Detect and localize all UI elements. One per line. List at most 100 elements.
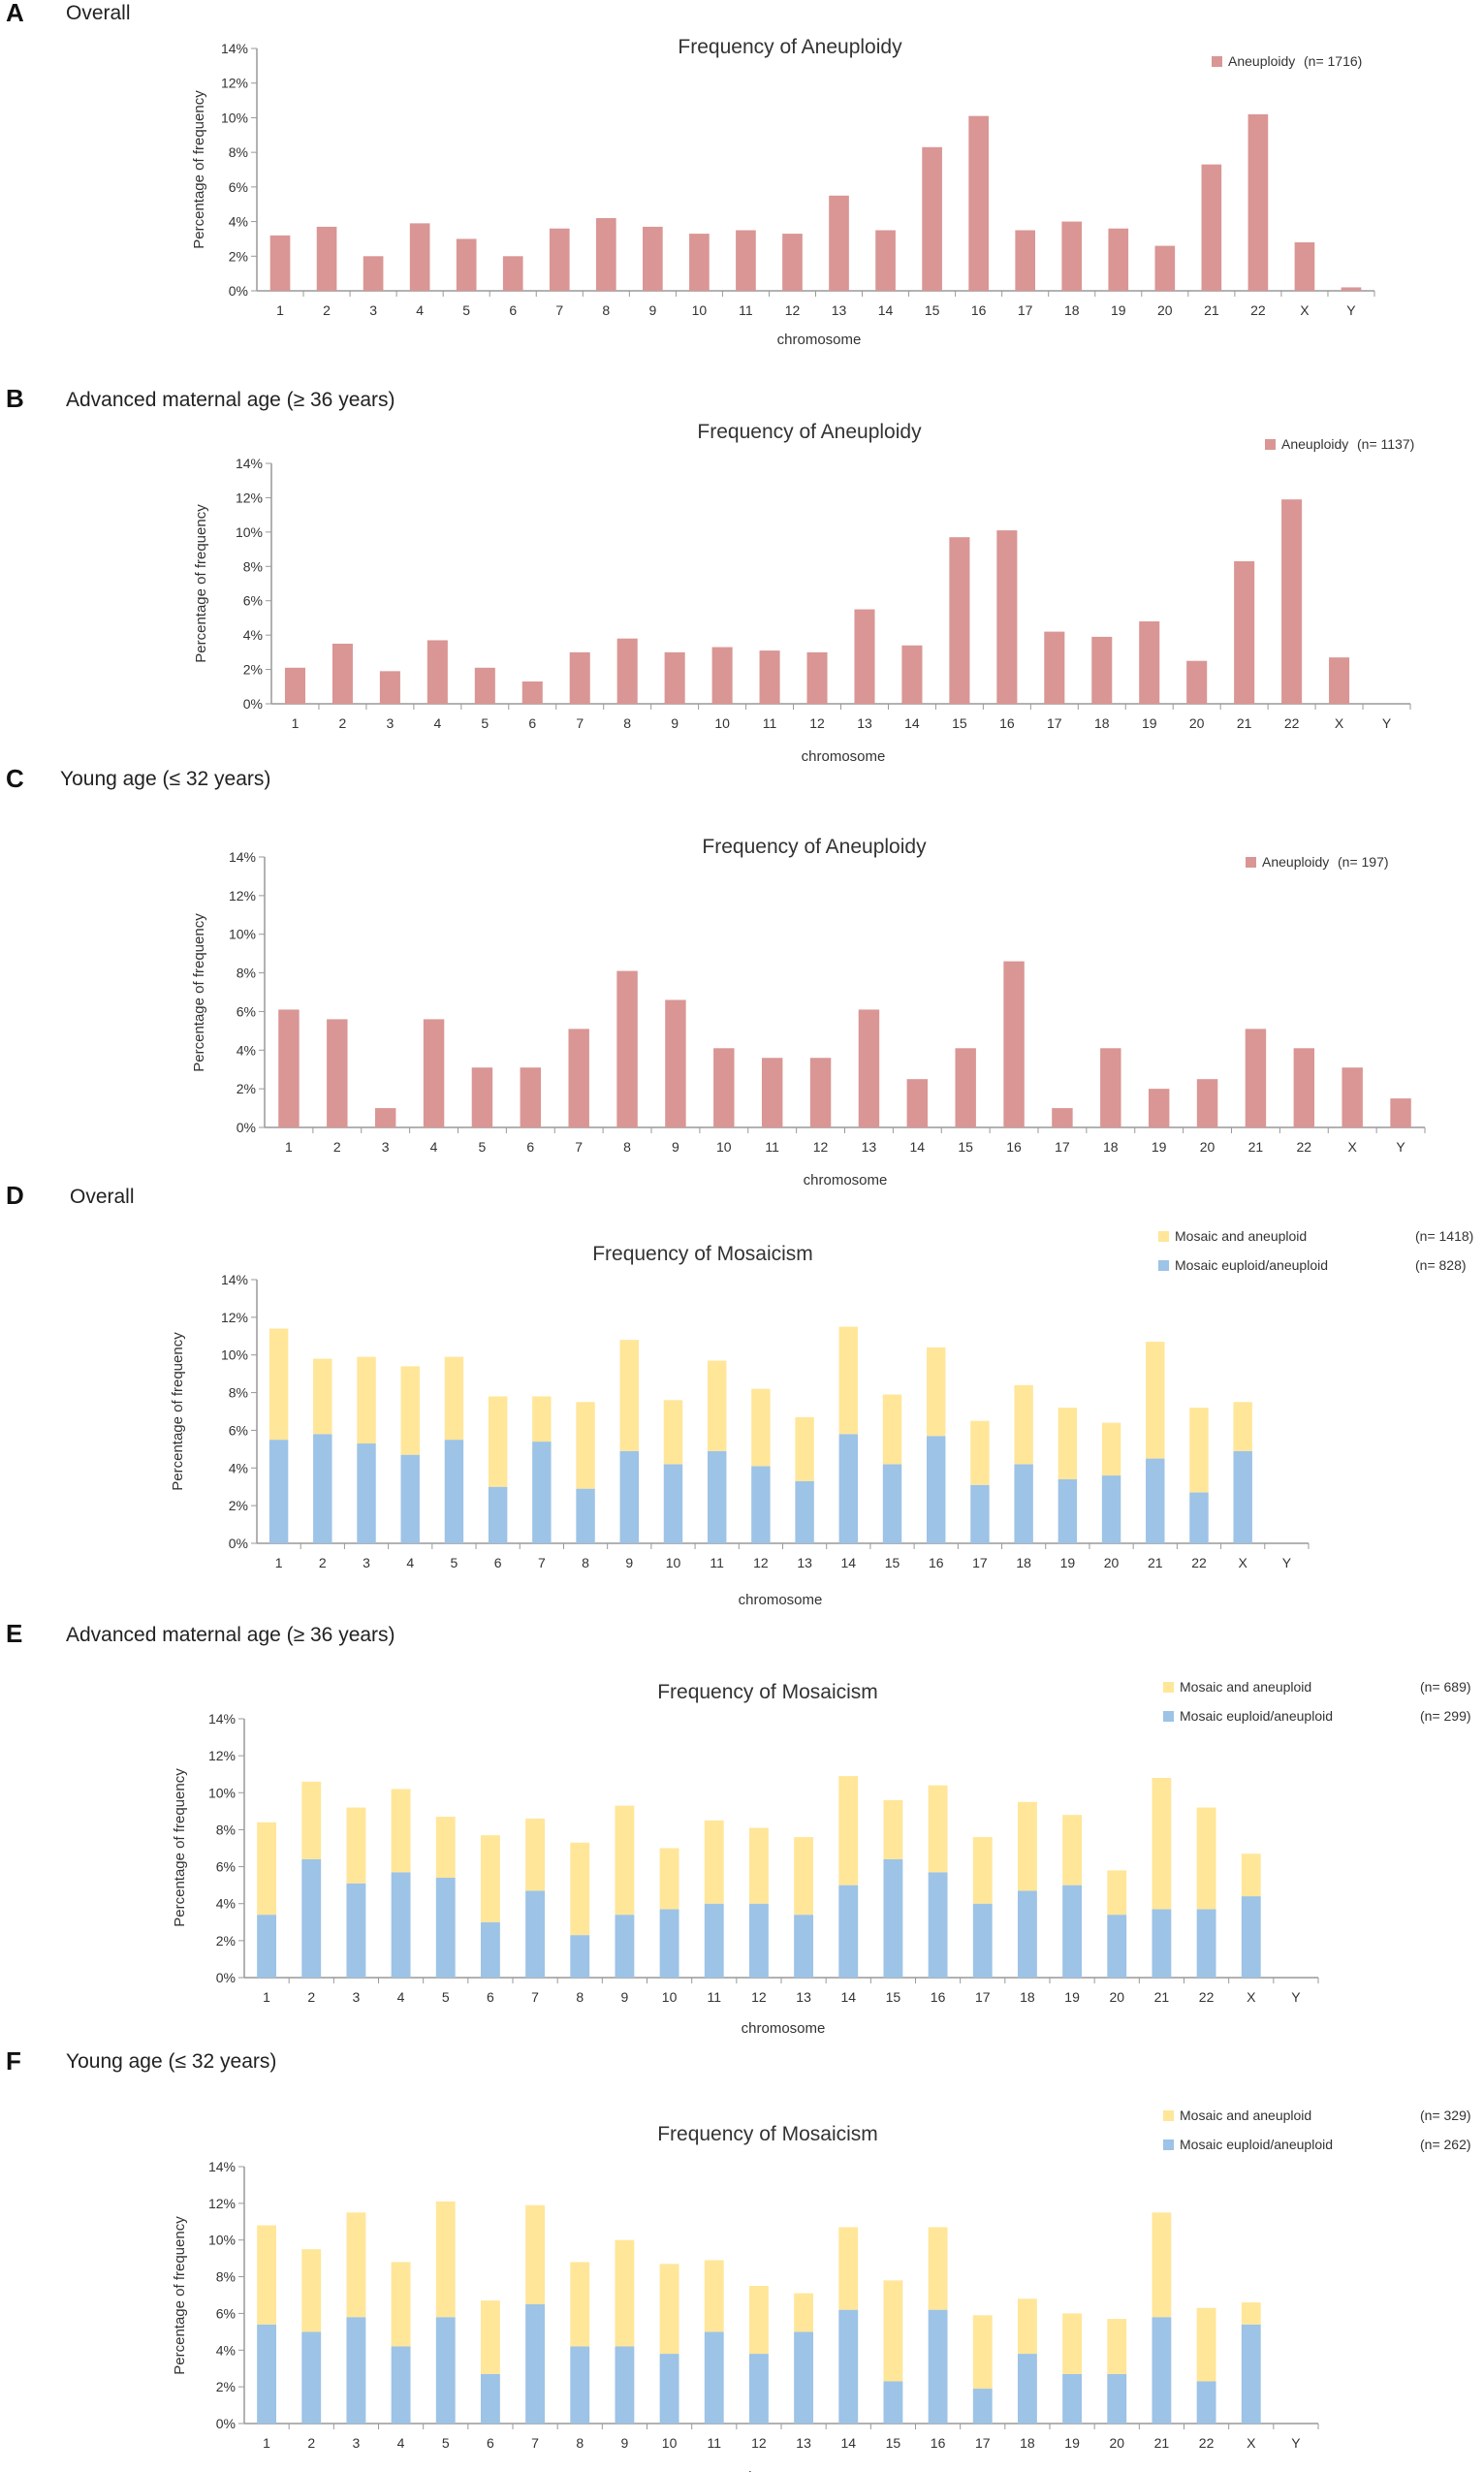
bar-mosaic-euploid-aneuploid-11 — [707, 1450, 727, 1543]
bar-mosaic-euploid-aneuploid-15 — [882, 1464, 902, 1543]
x-tick-label: 5 — [479, 1139, 487, 1155]
bar-mosaic-and-aneuploid-14 — [838, 1776, 859, 1886]
bar-aneuploidy-2 — [332, 644, 353, 704]
bar-mosaic-euploid-aneuploid-2 — [313, 1434, 332, 1543]
x-tick-label: 13 — [796, 2435, 811, 2451]
x-tick-label: 16 — [999, 715, 1015, 731]
bar-mosaic-euploid-aneuploid-2 — [301, 2331, 322, 2424]
bar-mosaic-and-aneuploid-18 — [1017, 2298, 1037, 2355]
legend-swatch — [1163, 2139, 1174, 2150]
bar-mosaic-euploid-aneuploid-21 — [1146, 1458, 1165, 1543]
x-axis-label: chromosome — [777, 332, 862, 348]
x-tick-label: 8 — [623, 715, 631, 731]
legend-swatch — [1246, 857, 1256, 868]
bar-mosaic-euploid-aneuploid-12 — [748, 2354, 769, 2424]
x-tick-label: 10 — [692, 302, 708, 318]
bar-mosaic-and-aneuploid-2 — [301, 1781, 322, 1859]
bar-aneuploidy-4 — [426, 640, 448, 704]
bar-mosaic-euploid-aneuploid-9 — [615, 2346, 635, 2424]
y-tick-label: 2% — [237, 1081, 256, 1096]
x-tick-label: 3 — [382, 1139, 390, 1155]
x-tick-label: 12 — [813, 1139, 829, 1155]
bar-aneuploidy-6 — [521, 681, 543, 704]
bar-mosaic-euploid-aneuploid-20 — [1107, 1915, 1127, 1978]
x-tick-label: 4 — [430, 1139, 438, 1155]
bar-mosaic-and-aneuploid-15 — [882, 1394, 902, 1465]
bar-mosaic-euploid-aneuploid-X — [1241, 1896, 1261, 1978]
bar-mosaic-and-aneuploid-21 — [1146, 1342, 1165, 1459]
legend-swatch — [1163, 1711, 1174, 1722]
x-tick-label: X — [1239, 1555, 1248, 1570]
bar-mosaic-and-aneuploid-8 — [576, 1402, 595, 1489]
x-tick-label: 14 — [841, 1555, 857, 1570]
bar-mosaic-euploid-aneuploid-18 — [1017, 2354, 1037, 2424]
bar-mosaic-and-aneuploid-1 — [268, 1328, 289, 1441]
panel-letter: F — [6, 2046, 21, 2076]
x-tick-label: 15 — [952, 715, 967, 731]
bar-mosaic-euploid-aneuploid-8 — [570, 2346, 590, 2424]
x-tick-label: 16 — [971, 302, 987, 318]
bar-mosaic-and-aneuploid-16 — [928, 2227, 948, 2310]
x-tick-label: 8 — [602, 302, 610, 318]
x-tick-label: 6 — [487, 1989, 494, 2005]
bar-mosaic-euploid-aneuploid-22 — [1196, 1909, 1216, 1978]
x-tick-label: 11 — [763, 715, 777, 731]
bar-mosaic-euploid-aneuploid-3 — [346, 2317, 366, 2424]
x-tick-label: 8 — [623, 1139, 631, 1155]
bar-mosaic-and-aneuploid-11 — [704, 2260, 724, 2332]
x-tick-label: X — [1247, 2435, 1256, 2451]
bar-mosaic-euploid-aneuploid-13 — [794, 1915, 814, 1978]
bar-mosaic-and-aneuploid-22 — [1196, 1807, 1216, 1910]
y-tick-label: 14% — [221, 41, 248, 56]
bar-mosaic-euploid-aneuploid-16 — [927, 1436, 946, 1543]
x-tick-label: 6 — [509, 302, 517, 318]
x-tick-label: Y — [1346, 302, 1356, 318]
bar-aneuploidy-17 — [1052, 1108, 1073, 1127]
bar-mosaic-and-aneuploid-21 — [1152, 2212, 1172, 2318]
x-tick-label: 16 — [1006, 1139, 1022, 1155]
y-axis-label: Percentage of frequency — [172, 2216, 188, 2375]
panel-heading: Young age (≤ 32 years) — [66, 2050, 276, 2073]
bar-mosaic-and-aneuploid-8 — [570, 1842, 590, 1936]
panel-letter: E — [6, 1619, 22, 1648]
bar-aneuploidy-15 — [949, 537, 970, 704]
bar-mosaic-and-aneuploid-18 — [1014, 1384, 1033, 1465]
bar-mosaic-and-aneuploid-6 — [480, 1835, 500, 1922]
bar-mosaic-euploid-aneuploid-15 — [883, 2381, 903, 2424]
bar-aneuploidy-11 — [759, 650, 780, 704]
x-tick-label: 10 — [716, 1139, 732, 1155]
bar-mosaic-euploid-aneuploid-7 — [525, 1890, 546, 1978]
y-tick-label: 6% — [229, 1422, 248, 1438]
x-tick-label: 21 — [1204, 302, 1219, 318]
x-tick-label: 9 — [621, 1989, 629, 2005]
x-tick-label: 17 — [1047, 715, 1062, 731]
x-tick-label: 2 — [333, 1139, 341, 1155]
x-tick-label: 2 — [339, 715, 347, 731]
y-tick-label: 12% — [229, 888, 256, 903]
bar-mosaic-and-aneuploid-15 — [883, 1799, 903, 1859]
x-tick-label: 4 — [397, 2435, 405, 2451]
y-tick-label: 12% — [221, 1310, 248, 1325]
y-tick-label: 14% — [221, 1272, 248, 1287]
bar-mosaic-and-aneuploid-16 — [928, 1785, 948, 1873]
y-tick-label: 0% — [216, 2416, 236, 2431]
legend-label: Mosaic and aneuploid — [1175, 1228, 1307, 1244]
y-tick-label: 10% — [208, 2233, 236, 2248]
legend-count: (n= 1137) — [1357, 436, 1414, 452]
bar-aneuploidy-X — [1329, 657, 1350, 704]
x-tick-label: 15 — [886, 2435, 901, 2451]
bar-mosaic-and-aneuploid-19 — [1062, 2313, 1083, 2374]
panel-letter: D — [6, 1181, 24, 1210]
bar-mosaic-and-aneuploid-2 — [313, 1358, 332, 1435]
bar-mosaic-euploid-aneuploid-2 — [301, 1858, 322, 1978]
bar-aneuploidy-9 — [664, 651, 685, 704]
legend-label: Mosaic and aneuploid — [1180, 1679, 1311, 1695]
bar-aneuploidy-20 — [1196, 1079, 1218, 1127]
x-tick-label: 19 — [1111, 302, 1126, 318]
chart-title: Frequency of Aneuploidy — [697, 421, 922, 443]
bar-aneuploidy-7 — [568, 1029, 589, 1127]
bar-aneuploidy-15 — [922, 146, 942, 291]
y-tick-label: 2% — [229, 248, 248, 264]
bar-aneuploidy-20 — [1186, 660, 1208, 704]
